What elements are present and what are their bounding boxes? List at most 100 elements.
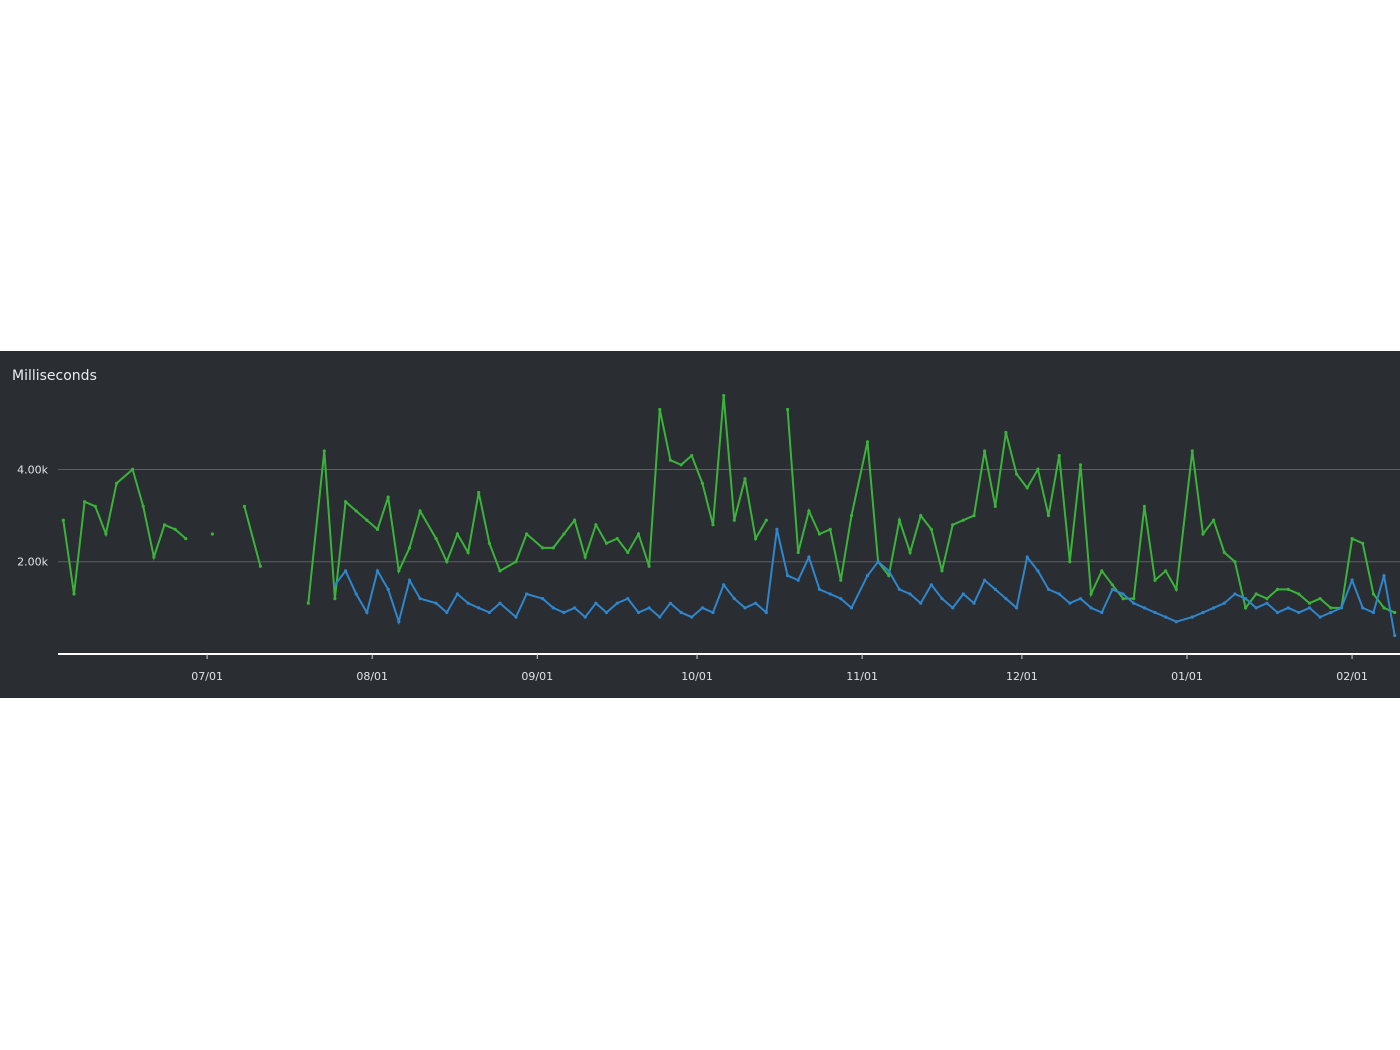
data-point bbox=[972, 601, 976, 605]
data-point bbox=[514, 615, 518, 619]
data-point bbox=[1382, 606, 1386, 610]
data-point bbox=[919, 514, 923, 518]
data-point bbox=[407, 578, 412, 582]
data-point bbox=[115, 481, 119, 485]
data-point bbox=[93, 504, 97, 508]
data-point bbox=[764, 610, 768, 615]
data-point bbox=[1329, 610, 1333, 615]
data-point bbox=[972, 514, 976, 518]
data-point bbox=[876, 560, 880, 564]
data-point bbox=[743, 606, 747, 610]
data-point bbox=[796, 578, 800, 582]
data-point bbox=[1036, 569, 1040, 573]
data-point bbox=[807, 555, 811, 559]
data-point bbox=[1222, 550, 1226, 555]
data-point bbox=[828, 527, 832, 531]
data-point bbox=[306, 601, 310, 605]
data-point bbox=[908, 550, 912, 555]
data-point bbox=[1307, 601, 1312, 605]
data-point bbox=[1153, 578, 1157, 582]
data-point bbox=[1057, 592, 1061, 596]
data-point bbox=[1153, 610, 1157, 615]
data-point bbox=[525, 592, 529, 596]
data-point bbox=[365, 610, 369, 615]
data-point bbox=[1233, 560, 1237, 564]
data-point bbox=[1265, 597, 1269, 601]
data-point bbox=[887, 574, 891, 578]
data-point bbox=[1164, 569, 1168, 573]
data-point bbox=[732, 597, 736, 601]
data-point bbox=[72, 592, 76, 596]
data-point bbox=[1121, 597, 1125, 601]
data-point bbox=[940, 569, 944, 573]
data-point bbox=[993, 504, 997, 508]
data-point bbox=[1286, 587, 1290, 591]
data-point bbox=[865, 440, 870, 444]
data-point bbox=[1046, 514, 1051, 518]
data-point bbox=[184, 537, 188, 541]
data-point bbox=[1350, 578, 1354, 582]
data-point bbox=[700, 606, 705, 610]
data-point bbox=[525, 532, 529, 536]
data-point bbox=[466, 550, 470, 555]
x-tick-label: 09/01 bbox=[521, 670, 553, 683]
data-point bbox=[1100, 569, 1104, 573]
data-point bbox=[796, 550, 800, 555]
data-point bbox=[961, 592, 965, 596]
data-point bbox=[594, 601, 598, 605]
data-point bbox=[786, 407, 790, 412]
data-point bbox=[929, 527, 934, 531]
data-point bbox=[386, 495, 390, 499]
data-point bbox=[1142, 606, 1146, 610]
x-tick-label: 01/01 bbox=[1171, 670, 1203, 683]
data-point bbox=[828, 592, 832, 596]
data-point bbox=[514, 560, 518, 564]
data-point bbox=[365, 518, 369, 522]
data-point bbox=[1212, 606, 1216, 610]
data-point bbox=[1132, 597, 1136, 601]
data-point bbox=[839, 578, 843, 582]
data-point bbox=[908, 592, 912, 596]
data-point bbox=[865, 574, 870, 578]
data-point bbox=[573, 518, 577, 522]
data-point bbox=[1100, 610, 1104, 615]
data-point bbox=[626, 550, 630, 555]
data-point bbox=[1089, 592, 1093, 596]
y-tick-label: 2.00k bbox=[17, 556, 48, 569]
data-point bbox=[626, 597, 630, 601]
data-point bbox=[711, 610, 715, 615]
data-point bbox=[983, 449, 987, 453]
data-point bbox=[562, 610, 566, 615]
data-point bbox=[817, 532, 822, 536]
data-point bbox=[1339, 606, 1343, 610]
data-point bbox=[1132, 601, 1136, 605]
data-point bbox=[1004, 430, 1008, 435]
data-point bbox=[1244, 606, 1248, 610]
data-point bbox=[1078, 597, 1083, 601]
data-point bbox=[929, 583, 934, 587]
data-point bbox=[1190, 449, 1194, 453]
data-point bbox=[647, 564, 651, 568]
data-point bbox=[354, 509, 358, 513]
data-point bbox=[690, 454, 694, 458]
data-point bbox=[1036, 467, 1040, 471]
data-point bbox=[1361, 541, 1365, 545]
data-point bbox=[711, 523, 715, 527]
data-point bbox=[807, 509, 811, 513]
data-point bbox=[1350, 537, 1354, 541]
data-point bbox=[104, 532, 108, 536]
x-tick-label: 07/01 bbox=[191, 670, 223, 683]
series-2 bbox=[333, 527, 1397, 638]
data-point bbox=[983, 578, 987, 582]
data-point bbox=[541, 546, 545, 550]
latency-chart: 2.00k 4.00k 07/01 08/01 09/01 10/01 11/01 12/01… bbox=[17, 394, 1400, 683]
data-point bbox=[1057, 454, 1061, 458]
data-point bbox=[817, 587, 822, 591]
data-point bbox=[242, 504, 246, 508]
data-point bbox=[839, 597, 843, 601]
data-point bbox=[1361, 606, 1365, 610]
data-point bbox=[477, 606, 481, 610]
data-point bbox=[397, 620, 401, 624]
data-point bbox=[141, 504, 145, 508]
x-tick-label: 08/01 bbox=[356, 670, 388, 683]
